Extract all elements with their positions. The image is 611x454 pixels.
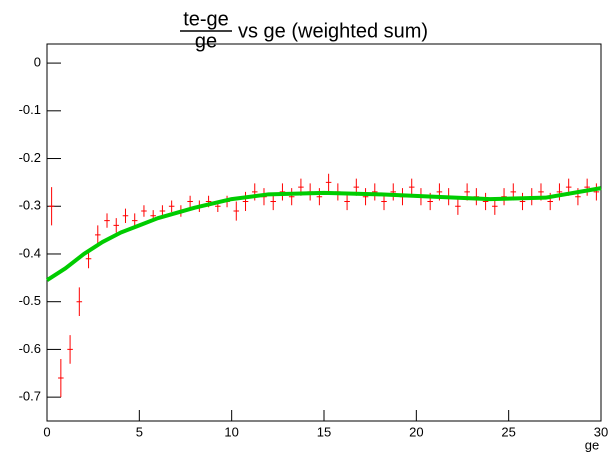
error-bar [187,195,193,208]
error-bar [48,187,55,226]
y-tick-label: 0 [34,55,41,70]
x-tick-label: 10 [224,424,238,439]
error-bar [344,192,350,211]
fit-line [45,186,602,282]
y-tick-label: -0.3 [19,198,41,213]
y-tick-label: -0.1 [19,102,41,117]
x-tick-label: 5 [136,424,143,439]
error-bar [455,197,461,215]
error-bar [113,218,120,233]
error-bar [556,183,563,201]
x-tick-label: 20 [409,424,423,439]
error-bar [242,191,249,212]
error-bar [482,192,489,211]
x-axis-label: ge [585,437,599,452]
y-tick-label: -0.6 [19,341,41,356]
error-bar [390,183,397,201]
error-bar [58,358,64,398]
y-tick-label: -0.4 [19,245,41,260]
error-bar [168,200,175,212]
x-tick-label: 30 [594,424,608,439]
y-tick-label: -0.7 [19,389,41,404]
error-bar [325,173,332,191]
title-numerator: te-ge [183,8,229,30]
error-bar [76,287,83,317]
x-tick-label: 25 [501,424,515,439]
error-bar [408,178,415,196]
error-bar [316,188,323,206]
x-tick-label: 15 [317,424,331,439]
title-denominator: ge [195,30,217,52]
error-bar [519,192,526,211]
x-tick-label: 0 [43,424,50,439]
plot-frame [46,43,602,422]
error-bar [362,188,369,206]
error-bar [141,205,147,217]
y-tick-label: -0.2 [19,150,41,165]
error-bar [372,183,378,201]
chart-title: vs ge (weighted sum) [238,20,428,42]
error-bar [104,213,110,228]
error-bar [233,201,240,221]
error-bar [288,188,295,206]
error-bar [95,225,101,245]
error-bar [584,178,590,196]
y-tick-label: -0.5 [19,293,41,308]
error-bar [593,183,600,201]
error-bar [122,208,129,223]
error-bar [67,335,73,364]
